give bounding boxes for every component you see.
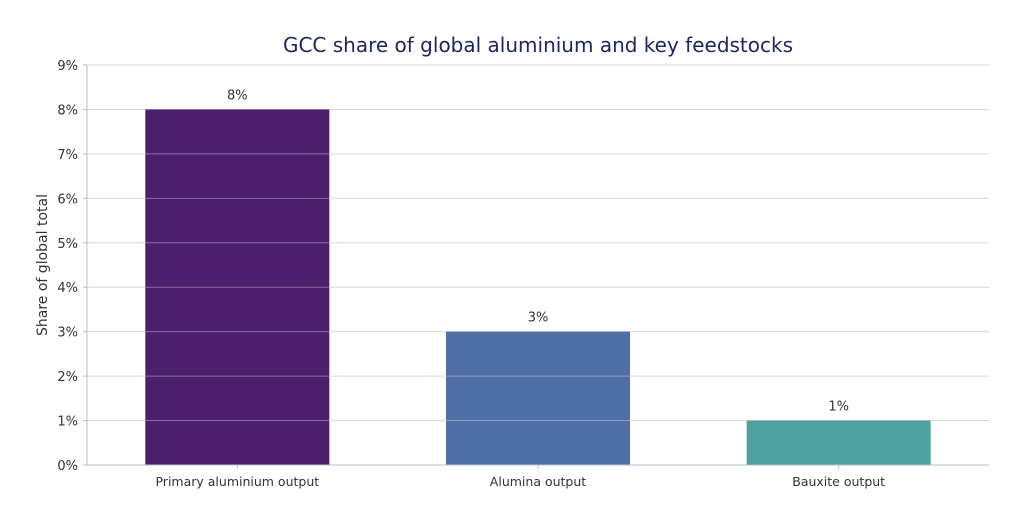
data-label: 3% <box>528 311 549 326</box>
bar <box>446 331 630 465</box>
x-tick-label: Primary aluminium output <box>155 474 319 489</box>
data-label: 1% <box>828 400 849 415</box>
y-tick-label: 5% <box>57 237 78 252</box>
y-axis-label: Share of global total <box>35 194 51 336</box>
y-tick-label: 7% <box>57 148 78 163</box>
x-tick-label: Alumina output <box>490 474 586 489</box>
bar <box>746 420 931 465</box>
y-tick-label: 1% <box>57 415 78 430</box>
y-tick-label: 9% <box>57 59 78 74</box>
y-tick-label: 6% <box>57 192 78 207</box>
y-tick-label: 8% <box>57 103 78 118</box>
y-tick-label: 3% <box>57 326 78 341</box>
x-tick-label: Bauxite output <box>792 474 885 489</box>
chart-title: GCC share of global aluminium and key fe… <box>283 33 793 57</box>
y-tick-label: 0% <box>57 459 78 474</box>
y-tick-label: 2% <box>57 370 78 385</box>
bar <box>145 109 330 465</box>
y-tick-label: 4% <box>57 281 78 296</box>
data-label: 8% <box>227 88 248 103</box>
